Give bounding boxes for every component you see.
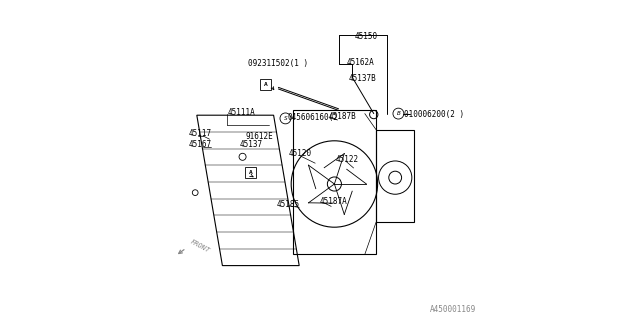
- Bar: [260, 79, 271, 90]
- Text: S: S: [284, 116, 287, 121]
- Text: A450001169: A450001169: [430, 305, 476, 314]
- Text: 45150: 45150: [355, 32, 378, 41]
- Text: 09231I502(1 ): 09231I502(1 ): [248, 59, 308, 68]
- Text: A: A: [264, 82, 268, 87]
- Text: 45117: 45117: [189, 129, 212, 138]
- Text: 45137: 45137: [239, 140, 262, 149]
- Bar: [245, 167, 256, 178]
- Text: 45111A: 45111A: [227, 108, 255, 117]
- Text: 45122: 45122: [335, 155, 358, 164]
- Text: 010006200(2 ): 010006200(2 ): [404, 110, 464, 119]
- Text: 45185: 45185: [277, 200, 300, 209]
- Bar: [292, 110, 376, 254]
- Text: 45162A: 45162A: [346, 58, 374, 67]
- Text: 45187A: 45187A: [319, 197, 347, 206]
- Text: 045606160(2: 045606160(2: [287, 113, 338, 122]
- Text: FRONT: FRONT: [189, 238, 211, 254]
- Text: 91612E: 91612E: [246, 132, 273, 141]
- Text: 45137B: 45137B: [349, 74, 376, 83]
- Text: 45167: 45167: [189, 140, 212, 149]
- Text: B: B: [397, 111, 400, 116]
- Text: 45120: 45120: [289, 149, 312, 158]
- Text: 45187B: 45187B: [329, 112, 356, 121]
- Bar: [376, 130, 415, 222]
- Text: A: A: [249, 170, 252, 175]
